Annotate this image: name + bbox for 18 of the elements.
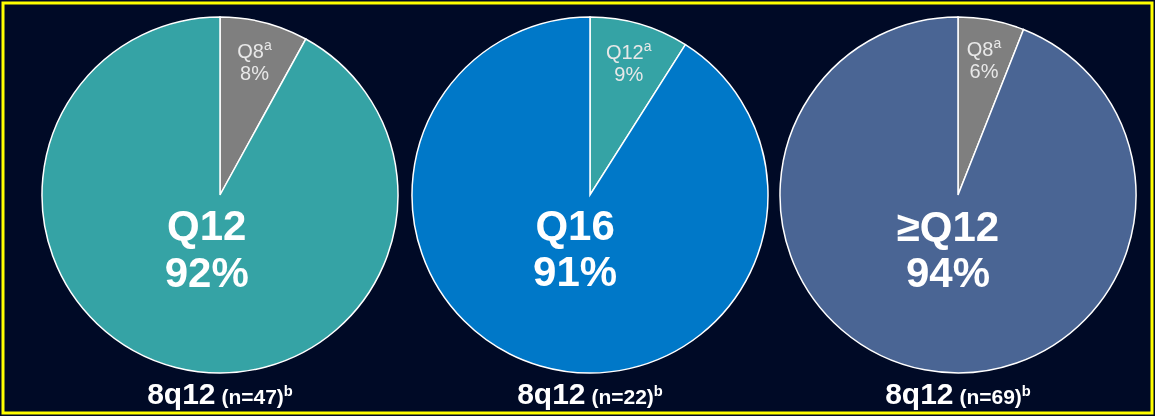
pie-slice: [779, 16, 1137, 374]
data-label: 91%: [533, 248, 618, 296]
data-label: 9%: [614, 62, 644, 85]
slice-label: Q8$^{a}$: [237, 36, 272, 62]
slice-label: Q12$^{a}$: [605, 37, 652, 63]
data-label: 92%: [164, 248, 249, 296]
data-label: 8%: [240, 61, 270, 84]
data-label: 6%: [969, 59, 999, 82]
text: 8q12 (n=22)$^{b}$: [517, 377, 663, 410]
data-label: 94%: [905, 249, 991, 297]
text: 8q12 (n=69)$^{b}$: [885, 377, 1031, 410]
slice-label: Q12: [167, 202, 247, 250]
slice-label: ≥Q12: [896, 203, 1000, 251]
pie-slice: [411, 16, 769, 374]
pie-slice: [41, 16, 399, 374]
text: 8q12 (n=47)$^{b}$: [147, 377, 293, 410]
slice-label: Q16: [535, 201, 615, 249]
slice-label: Q8$^{a}$: [966, 34, 1002, 60]
